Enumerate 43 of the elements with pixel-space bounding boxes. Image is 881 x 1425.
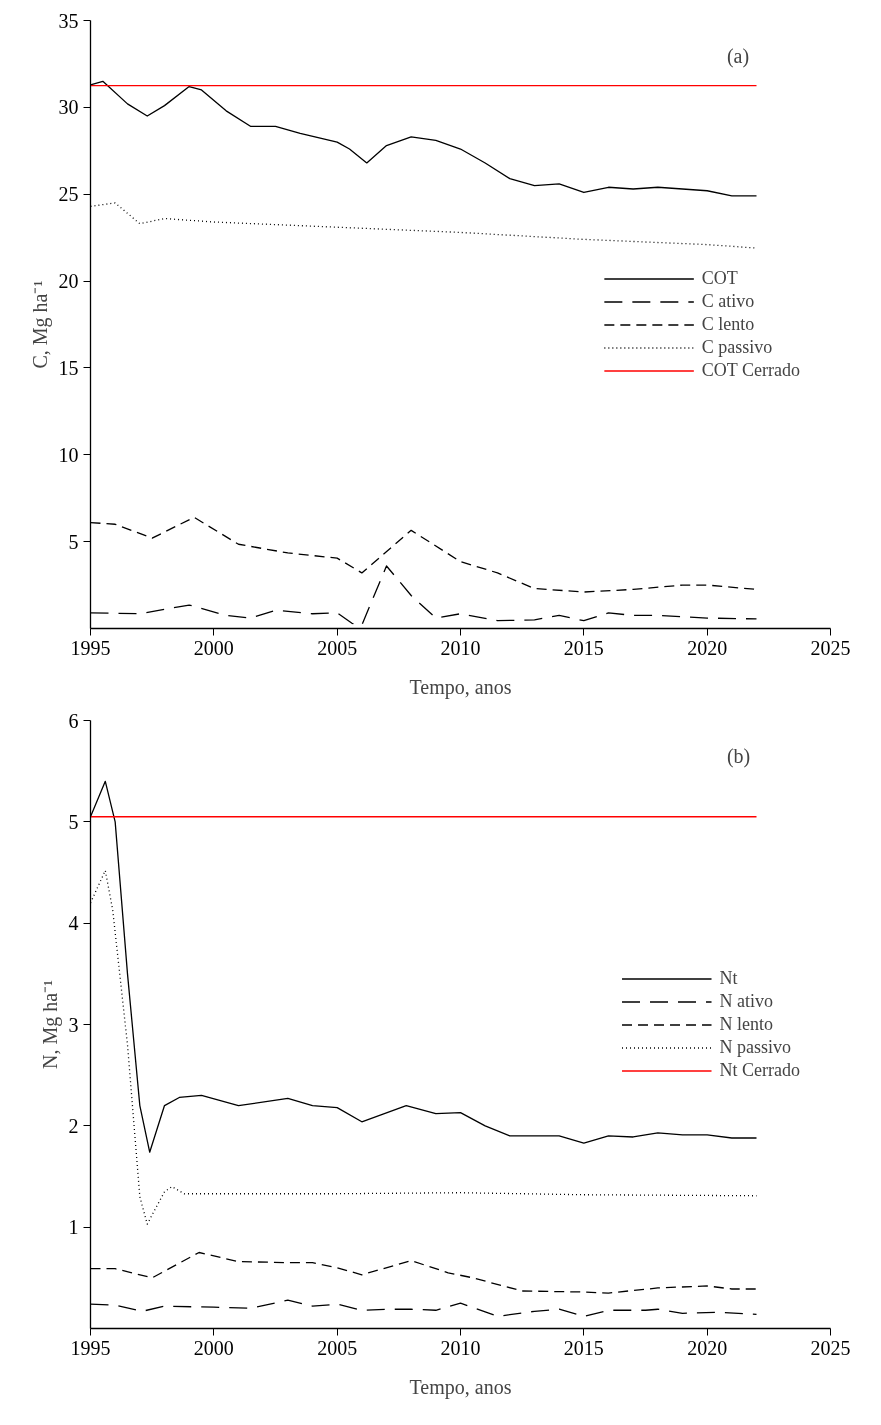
x-tick-label: 2015 bbox=[563, 636, 604, 659]
x-tick-label: 2005 bbox=[317, 636, 358, 659]
x-tick-label: 2025 bbox=[810, 636, 851, 659]
x-tick-label: 2000 bbox=[193, 636, 234, 659]
y-tick-label: 2 bbox=[68, 1114, 79, 1137]
x-tick-label: 2010 bbox=[440, 1336, 481, 1359]
y-tick-label: 1 bbox=[68, 1216, 79, 1239]
x-tick-label: 2025 bbox=[810, 1336, 851, 1359]
y-tick-label: 5 bbox=[68, 530, 79, 553]
legend-label: C ativo bbox=[701, 290, 755, 312]
x-tick-label: 1995 bbox=[70, 1336, 111, 1359]
x-tick-label: 2020 bbox=[687, 1336, 728, 1359]
legend-label: N ativo bbox=[719, 990, 774, 1012]
y-tick-label: 10 bbox=[58, 443, 79, 466]
legend-label: COT Cerrado bbox=[701, 359, 800, 381]
y-tick-label: 4 bbox=[68, 912, 79, 935]
y-tick-label: 6 bbox=[68, 709, 79, 732]
x-axis-title: Tempo, anos bbox=[409, 675, 512, 699]
y-tick-label: 25 bbox=[58, 183, 79, 206]
legend-label: C lento bbox=[701, 313, 755, 335]
x-tick-label: 2015 bbox=[563, 1336, 604, 1359]
x-tick-label: 2010 bbox=[440, 636, 481, 659]
y-tick-label: 35 bbox=[58, 9, 79, 32]
y-axis-title: N, Mg ha⁻¹ bbox=[38, 979, 62, 1070]
legend-label: C passivo bbox=[701, 336, 773, 358]
x-tick-label: 2020 bbox=[687, 636, 728, 659]
x-tick-label: 2005 bbox=[317, 1336, 358, 1359]
annotation: (a) bbox=[726, 44, 750, 68]
legend-label: N passivo bbox=[719, 1036, 792, 1058]
legend-label: N lento bbox=[719, 1013, 774, 1035]
y-tick-label: 5 bbox=[68, 810, 79, 833]
legend-label: Nt bbox=[719, 967, 739, 989]
y-tick-label: 20 bbox=[58, 270, 79, 293]
y-axis-title: C, Mg ha⁻¹ bbox=[28, 280, 52, 369]
legend-label: Nt Cerrado bbox=[719, 1059, 800, 1081]
legend-label: COT bbox=[701, 267, 738, 289]
y-tick-label: 3 bbox=[68, 1013, 79, 1036]
y-tick-label: 30 bbox=[58, 96, 79, 119]
x-tick-label: 2000 bbox=[193, 1336, 234, 1359]
x-tick-label: 1995 bbox=[70, 636, 111, 659]
annotation: (b) bbox=[726, 744, 751, 768]
y-tick-label: 15 bbox=[58, 356, 79, 379]
x-axis-title: Tempo, anos bbox=[409, 1375, 512, 1399]
